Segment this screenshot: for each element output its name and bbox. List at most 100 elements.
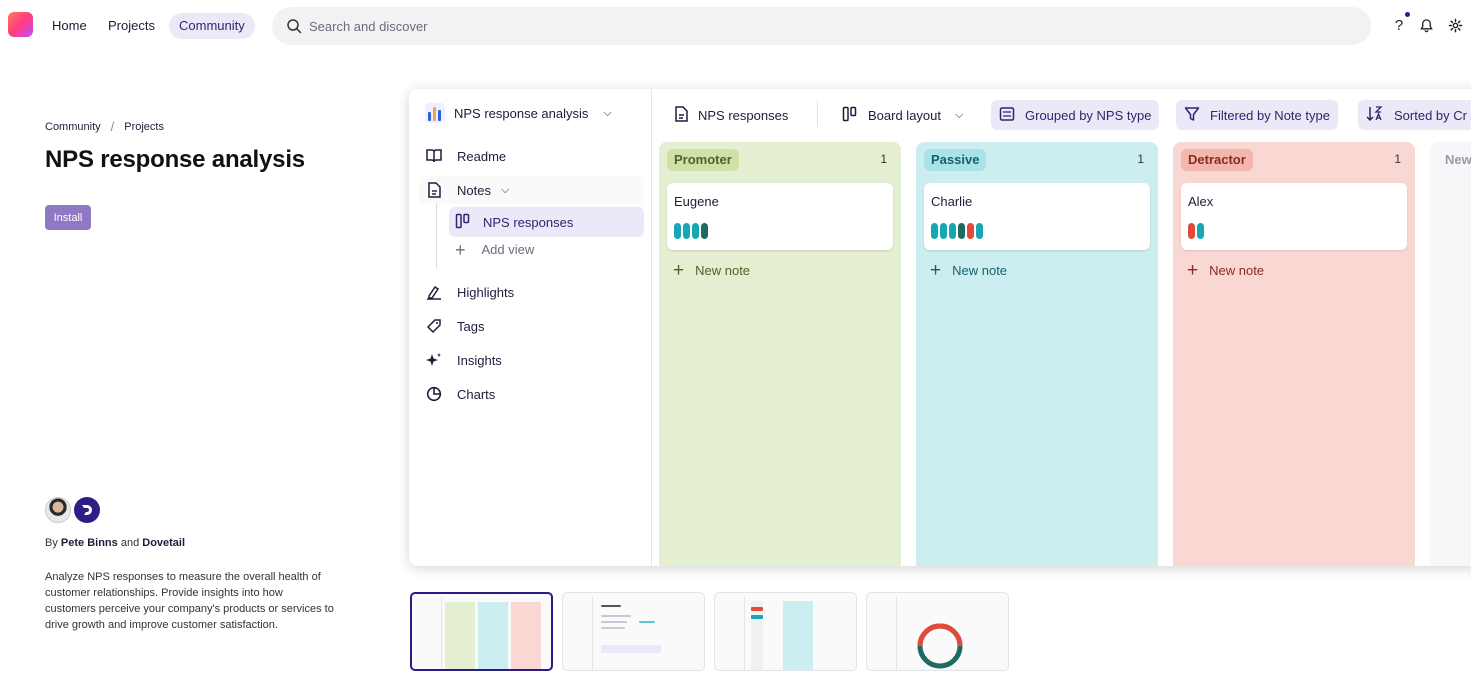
new-note-label: New note — [952, 263, 1008, 278]
breadcrumb-projects[interactable]: Projects — [124, 121, 164, 133]
bell-icon[interactable] — [1417, 16, 1435, 34]
board-column-detractor: Detractor 1 Alex + New note — [1173, 142, 1415, 566]
sparkle-icon — [425, 351, 443, 369]
add-view-button[interactable]: + Add view — [455, 241, 534, 259]
sidebar-item-notes[interactable]: Notes ⌵ — [419, 176, 644, 204]
project-switcher[interactable]: NPS response analysis ⌵ — [425, 103, 612, 123]
new-note-button[interactable]: + New note — [673, 261, 750, 280]
sidebar-item-charts[interactable]: Charts — [425, 380, 495, 408]
toolbar-divider — [817, 101, 818, 127]
sort-label: Sorted by Cr — [1394, 107, 1467, 123]
sidebar-label-tags: Tags — [457, 318, 485, 334]
tag-pills — [931, 223, 983, 239]
column-count: 1 — [1394, 152, 1401, 166]
notification-dot — [1405, 12, 1410, 17]
chevron-down-icon: ⌵ — [603, 106, 612, 119]
filter-button[interactable]: Filtered by Note type — [1176, 100, 1338, 130]
search-bar[interactable] — [272, 7, 1371, 45]
board-column-new[interactable]: New — [1430, 142, 1471, 566]
sidebar-label-highlights: Highlights — [457, 284, 515, 300]
column-title-new[interactable]: New — [1445, 152, 1471, 167]
chart-bars-icon — [425, 103, 445, 123]
sort-icon — [1366, 105, 1384, 125]
tag-pill — [967, 223, 974, 239]
board-column-promoter: Promoter 1 Eugene + New note — [659, 142, 901, 566]
highlighter-icon — [425, 283, 443, 301]
sidebar-label-notes: Notes — [457, 182, 491, 198]
layout-dropdown[interactable]: Board layout ⌵ — [834, 100, 971, 130]
note-card-charlie[interactable]: Charlie — [924, 183, 1150, 250]
column-title-promoter[interactable]: Promoter — [667, 149, 739, 171]
author-dovetail[interactable]: Dovetail — [142, 537, 186, 549]
note-card-eugene[interactable]: Eugene — [667, 183, 893, 250]
note-card-alex[interactable]: Alex — [1181, 183, 1407, 250]
sort-button[interactable]: Sorted by Cr — [1358, 100, 1471, 130]
new-note-button[interactable]: + New note — [1187, 261, 1264, 280]
thumb-sidebar — [717, 596, 745, 670]
sidebar-label-insights: Insights — [457, 352, 502, 368]
view-name-label: NPS responses — [698, 107, 789, 123]
author-pete-binns[interactable]: Pete Binns — [60, 537, 118, 549]
thumb-column — [445, 602, 475, 669]
search-input[interactable] — [309, 16, 909, 36]
sidebar-item-readme[interactable]: Readme — [425, 142, 506, 170]
chevron-down-icon[interactable]: ⌵ — [500, 183, 510, 196]
gear-icon[interactable] — [1446, 16, 1464, 34]
board-column-passive: Passive 1 Charlie + New note — [916, 142, 1158, 566]
avatar-pete-binns[interactable] — [45, 497, 71, 523]
board-layout-icon — [842, 106, 858, 125]
thumbnail-chart[interactable] — [866, 592, 1009, 671]
column-title-passive[interactable]: Passive — [924, 149, 987, 171]
page-title: NPS response analysis — [45, 146, 305, 173]
sidebar-item-tags[interactable]: Tags — [425, 312, 484, 340]
tag-icon — [425, 317, 443, 335]
plus-icon: + — [930, 259, 942, 281]
thumb-sidebar — [565, 596, 593, 670]
help-icon[interactable]: ? — [1390, 12, 1410, 34]
dovetail-logo[interactable] — [8, 12, 33, 37]
top-nav-bar: Home Projects Community ? — [0, 0, 1471, 52]
column-title-detractor[interactable]: Detractor — [1181, 149, 1253, 171]
tag-pill — [701, 223, 708, 239]
sidebar-item-nps-responses[interactable]: NPS responses — [449, 207, 644, 237]
sidebar-label-charts: Charts — [457, 386, 496, 402]
thumbnail-board[interactable] — [410, 592, 553, 671]
breadcrumb-community[interactable]: Community — [45, 121, 101, 133]
thumb-line — [751, 615, 763, 619]
tag-pill — [674, 223, 681, 239]
sidebar-label-readme: Readme — [457, 148, 507, 164]
project-name: NPS response analysis — [454, 105, 589, 121]
sidebar-item-highlights[interactable]: Highlights — [425, 278, 514, 306]
project-description: Analyze NPS responses to measure the ove… — [45, 571, 334, 631]
layout-label: Board layout — [868, 107, 941, 123]
tag-pill — [692, 223, 699, 239]
tag-pill — [949, 223, 956, 239]
nav-community[interactable]: Community — [169, 13, 255, 39]
install-button[interactable]: Install — [45, 205, 91, 230]
book-icon — [425, 147, 443, 165]
thumb-line — [601, 645, 661, 653]
board-layout-icon — [455, 213, 471, 232]
note-title: Eugene — [674, 194, 719, 209]
chevron-down-icon: ⌵ — [955, 108, 964, 121]
breadcrumb-separator: / — [110, 119, 115, 134]
column-count: 1 — [880, 152, 887, 166]
group-by-button[interactable]: Grouped by NPS type — [991, 100, 1160, 130]
group-icon — [999, 106, 1015, 125]
tag-pill — [940, 223, 947, 239]
thumbnail-note[interactable] — [562, 592, 705, 671]
new-note-button[interactable]: + New note — [930, 259, 1008, 281]
search-icon — [287, 19, 302, 34]
note-title: Alex — [1188, 194, 1214, 209]
nav-home[interactable]: Home — [52, 18, 87, 33]
view-name-button[interactable]: NPS responses — [666, 100, 796, 130]
tree-line — [436, 203, 437, 269]
pie-chart-icon — [425, 385, 443, 403]
tag-pill — [683, 223, 690, 239]
thumb-line — [639, 621, 655, 623]
avatar-dovetail[interactable] — [74, 497, 100, 523]
tag-pill — [976, 223, 983, 239]
nav-projects[interactable]: Projects — [108, 18, 155, 33]
thumbnail-list[interactable] — [714, 592, 857, 671]
sidebar-item-insights[interactable]: Insights — [425, 346, 502, 374]
